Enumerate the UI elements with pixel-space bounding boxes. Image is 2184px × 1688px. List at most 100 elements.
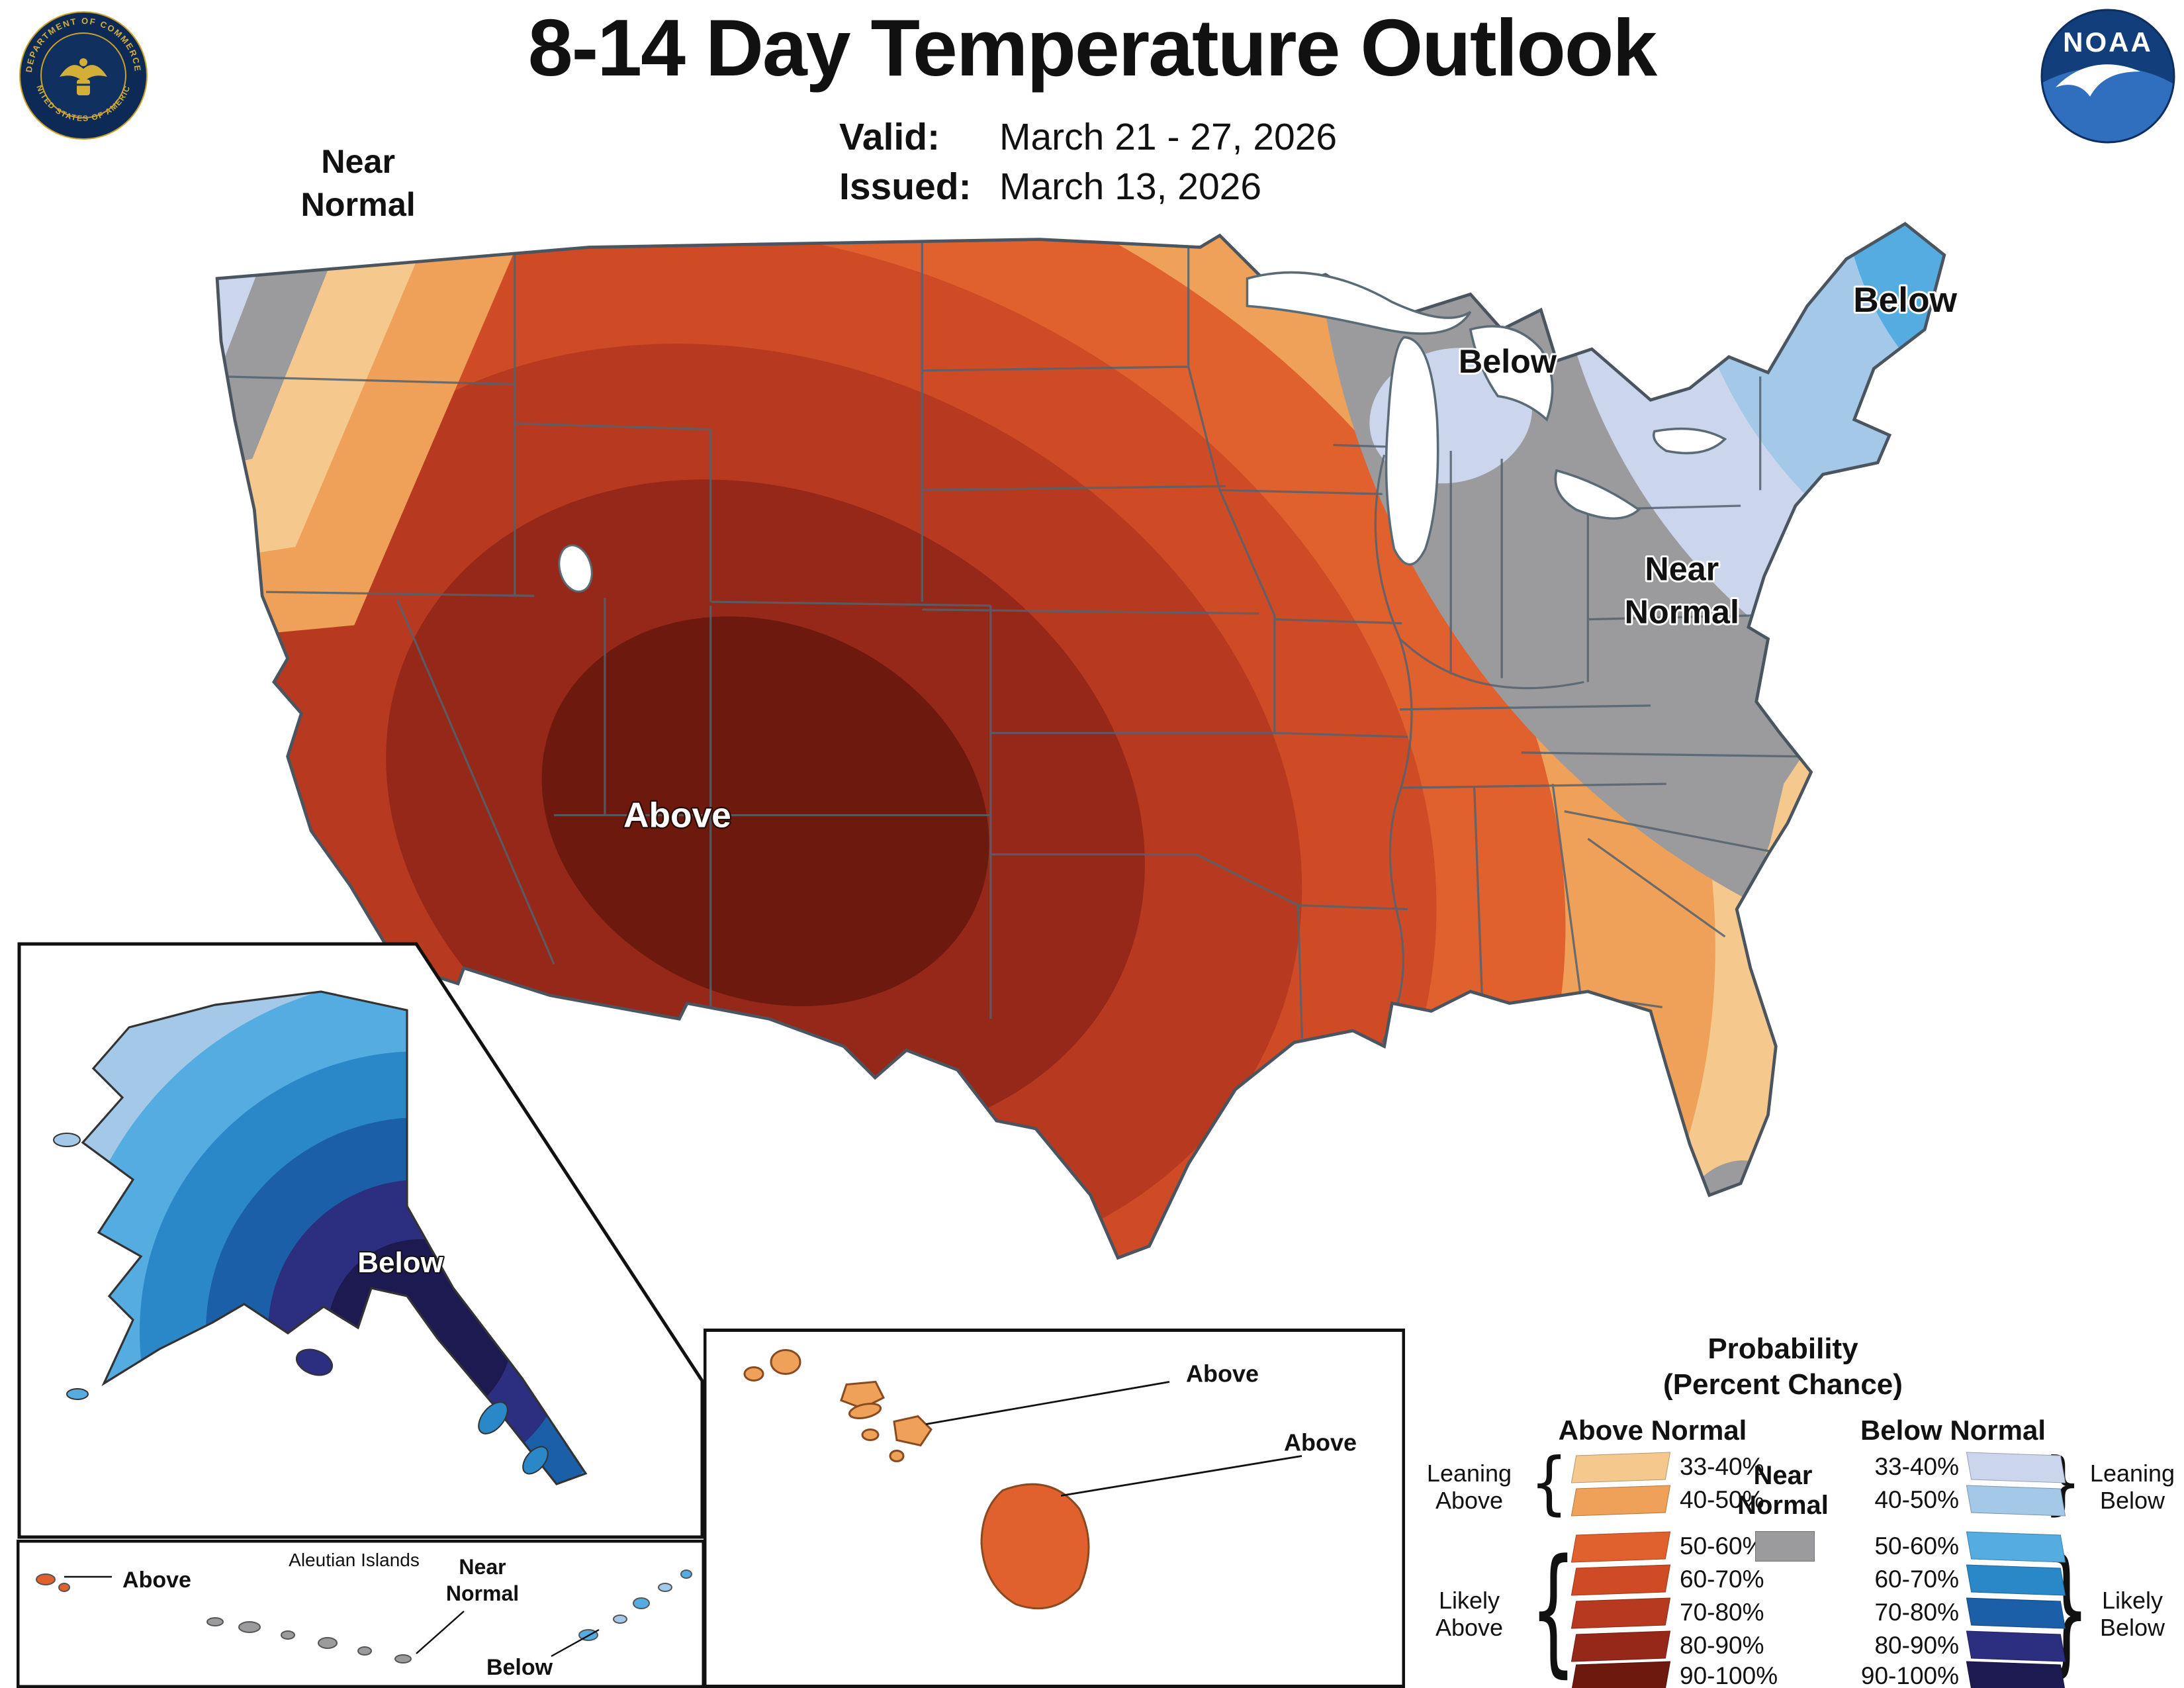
lake-huron bbox=[1469, 325, 1554, 422]
range-above-60-70: 60-70% bbox=[1680, 1566, 1764, 1593]
lake-superior bbox=[1246, 271, 1472, 335]
legend-near-normal-label: Near Normal bbox=[1737, 1461, 1829, 1520]
label-greatlakes-below: Below bbox=[1459, 342, 1557, 380]
great-salt-lake bbox=[558, 544, 593, 593]
aleutian-islands-group bbox=[36, 1570, 692, 1664]
label-midatlantic-normal: Normal bbox=[1625, 593, 1739, 631]
swatch-above-60-70 bbox=[1570, 1564, 1671, 1596]
commerce-eagle-icon bbox=[60, 58, 107, 95]
lake-erie bbox=[1554, 469, 1641, 520]
likely-above-label: Likely Above bbox=[1435, 1587, 1504, 1642]
alaska-inset: Below bbox=[17, 942, 704, 1539]
hawaii-inset: Above Above bbox=[704, 1329, 1405, 1688]
valid-value: March 21 - 27, 2026 bbox=[999, 116, 1338, 158]
range-above-50-60: 50-60% bbox=[1680, 1532, 1764, 1560]
swatch-below-40-50 bbox=[1966, 1485, 2066, 1517]
aleutian-island-gray-3 bbox=[281, 1630, 295, 1640]
kodiak-island bbox=[295, 1348, 334, 1376]
legend-title: Probability bbox=[1707, 1333, 1858, 1365]
aleutian-island-gray-6 bbox=[394, 1654, 412, 1664]
swatch-above-33-40 bbox=[1570, 1452, 1671, 1483]
issued-label: Issued: bbox=[839, 165, 972, 209]
validity-block: Valid: March 21 - 27, 2026 Issued: March… bbox=[839, 113, 1337, 212]
kahoolawe-island bbox=[889, 1450, 905, 1462]
maui-island bbox=[893, 1415, 933, 1447]
valid-label: Valid: bbox=[839, 116, 940, 158]
aleutian-normal-label: Normal bbox=[446, 1581, 519, 1605]
aleutian-island-above-1 bbox=[36, 1573, 56, 1585]
aleutian-below-label: Below bbox=[486, 1655, 553, 1680]
aleutian-island-below-4 bbox=[658, 1583, 672, 1592]
alaska-below-label: Below bbox=[357, 1246, 443, 1279]
swatch-below-80-90 bbox=[1966, 1630, 2066, 1662]
aleutian-island-gray-4 bbox=[318, 1637, 338, 1649]
label-pnw-normal: Normal bbox=[300, 185, 415, 223]
range-below-33-40: 33-40% bbox=[1874, 1453, 1959, 1480]
range-above-80-90: 80-90% bbox=[1680, 1632, 1764, 1659]
band-above-90-100 bbox=[541, 616, 989, 1007]
lake-michigan bbox=[1385, 336, 1439, 566]
label-pnw-near: Near bbox=[321, 142, 395, 180]
big-island bbox=[980, 1483, 1090, 1610]
hawaii-above-label-2: Above bbox=[1284, 1429, 1357, 1456]
legend: Probability (Percent Chance) Above Norma… bbox=[1410, 1321, 2184, 1688]
legend-subtitle: (Percent Chance) bbox=[1663, 1368, 1903, 1401]
aleutian-above-label: Above bbox=[122, 1568, 191, 1593]
range-below-80-90: 80-90% bbox=[1874, 1632, 1959, 1659]
label-southwest-above: Above bbox=[623, 796, 731, 835]
range-below-90-100: 90-100% bbox=[1860, 1662, 1959, 1688]
page-title: 8-14 Day Temperature Outlook bbox=[527, 3, 1657, 93]
swatch-below-33-40 bbox=[1966, 1452, 2066, 1483]
swatch-below-70-80 bbox=[1966, 1597, 2066, 1629]
swatch-near-normal bbox=[1755, 1531, 1815, 1562]
lake-ontario bbox=[1653, 427, 1727, 455]
range-above-70-80: 70-80% bbox=[1680, 1599, 1764, 1626]
hawaii-islands-group bbox=[743, 1349, 1090, 1610]
swatch-below-60-70 bbox=[1966, 1564, 2066, 1596]
molokai-island bbox=[848, 1403, 882, 1419]
swatch-above-50-60 bbox=[1570, 1531, 1671, 1563]
aleutian-near-label: Near bbox=[459, 1555, 506, 1579]
commerce-seal-logo: DEPARTMENT OF COMMERCE UNITED STATES OF … bbox=[19, 11, 148, 140]
leaning-above-label: Leaning Above bbox=[1426, 1460, 1512, 1515]
range-below-50-60: 50-60% bbox=[1874, 1532, 1959, 1560]
aleutian-island-gray-1 bbox=[206, 1617, 224, 1626]
ak-peninsula-island bbox=[66, 1388, 89, 1400]
label-northeast-below: Below bbox=[1853, 281, 1957, 320]
aleutian-island-gray-2 bbox=[238, 1621, 261, 1633]
noaa-gull-icon bbox=[2056, 64, 2140, 97]
conus-outline bbox=[215, 222, 1946, 1260]
noaa-sea-shape bbox=[2042, 67, 2174, 142]
niihau-island bbox=[743, 1366, 764, 1382]
brace-leaning-above: { bbox=[1530, 1443, 1569, 1523]
aleutian-island-gray-5 bbox=[357, 1646, 372, 1656]
lanai-island bbox=[861, 1429, 880, 1441]
panhandle-island-2 bbox=[522, 1446, 549, 1475]
swatch-below-50-60 bbox=[1966, 1531, 2066, 1563]
noaa-logo-text: NOAA bbox=[2063, 26, 2153, 58]
range-below-40-50: 40-50% bbox=[1874, 1486, 1959, 1513]
legend-above-header: Above Normal bbox=[1558, 1415, 1747, 1446]
hawaii-above-leader-line-2 bbox=[1060, 1455, 1302, 1497]
range-below-70-80: 70-80% bbox=[1874, 1599, 1959, 1626]
aleutian-island-below-2 bbox=[613, 1615, 627, 1624]
leaning-below-label: Leaning Below bbox=[2089, 1460, 2175, 1515]
brace-likely-above: { bbox=[1530, 1529, 1576, 1688]
likely-below-label: Likely Below bbox=[2099, 1587, 2165, 1642]
swatch-above-90-100 bbox=[1570, 1661, 1671, 1688]
aleutian-island-below-3 bbox=[633, 1597, 650, 1609]
swatch-below-90-100 bbox=[1966, 1661, 2066, 1688]
swatch-above-40-50 bbox=[1570, 1485, 1671, 1517]
noaa-logo: NOAA bbox=[2040, 9, 2175, 144]
hawaii-above-label-1: Above bbox=[1186, 1360, 1259, 1387]
range-above-40-50: 40-50% bbox=[1680, 1486, 1764, 1513]
range-above-90-100: 90-100% bbox=[1680, 1662, 1778, 1688]
range-above-33-40: 33-40% bbox=[1680, 1453, 1764, 1480]
st-lawrence-island bbox=[53, 1133, 81, 1147]
hawaii-above-leader-line-1 bbox=[925, 1381, 1170, 1425]
range-below-60-70: 60-70% bbox=[1874, 1566, 1959, 1593]
alaska-outline bbox=[81, 990, 588, 1485]
legend-below-header: Below Normal bbox=[1860, 1415, 2046, 1446]
swatch-above-80-90 bbox=[1570, 1630, 1671, 1662]
